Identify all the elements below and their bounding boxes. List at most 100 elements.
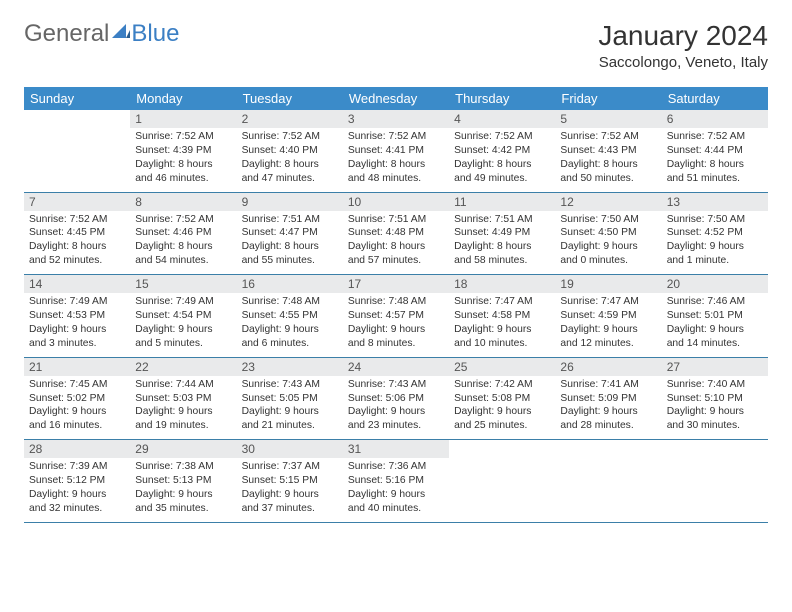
- daylight-line: Daylight: 8 hours and 57 minutes.: [348, 240, 444, 268]
- calendar-day-cell: 4Sunrise: 7:52 AMSunset: 4:42 PMDaylight…: [449, 110, 555, 192]
- calendar-table: SundayMondayTuesdayWednesdayThursdayFrid…: [24, 87, 768, 523]
- day-number: 20: [662, 275, 768, 293]
- calendar-day-cell: 9Sunrise: 7:51 AMSunset: 4:47 PMDaylight…: [237, 192, 343, 275]
- day-number: 22: [130, 358, 236, 376]
- day-body: Sunrise: 7:52 AMSunset: 4:42 PMDaylight:…: [449, 128, 555, 192]
- sunset-line: Sunset: 5:10 PM: [667, 392, 763, 406]
- sunset-line: Sunset: 4:41 PM: [348, 144, 444, 158]
- daylight-line: Daylight: 8 hours and 55 minutes.: [242, 240, 338, 268]
- daylight-line: Daylight: 9 hours and 32 minutes.: [29, 488, 125, 516]
- month-title: January 2024: [598, 20, 768, 52]
- daylight-line: Daylight: 9 hours and 12 minutes.: [560, 323, 656, 351]
- sunrise-line: Sunrise: 7:46 AM: [667, 295, 763, 309]
- calendar-day-cell: 12Sunrise: 7:50 AMSunset: 4:50 PMDayligh…: [555, 192, 661, 275]
- day-body: Sunrise: 7:49 AMSunset: 4:54 PMDaylight:…: [130, 293, 236, 357]
- daylight-line: Daylight: 8 hours and 47 minutes.: [242, 158, 338, 186]
- day-number: 14: [24, 275, 130, 293]
- day-body: Sunrise: 7:47 AMSunset: 4:59 PMDaylight:…: [555, 293, 661, 357]
- calendar-day-cell: 17Sunrise: 7:48 AMSunset: 4:57 PMDayligh…: [343, 275, 449, 358]
- calendar-day-cell: 20Sunrise: 7:46 AMSunset: 5:01 PMDayligh…: [662, 275, 768, 358]
- day-number: 8: [130, 193, 236, 211]
- sunrise-line: Sunrise: 7:49 AM: [29, 295, 125, 309]
- day-body: Sunrise: 7:48 AMSunset: 4:55 PMDaylight:…: [237, 293, 343, 357]
- day-body: Sunrise: 7:52 AMSunset: 4:41 PMDaylight:…: [343, 128, 449, 192]
- sunrise-line: Sunrise: 7:47 AM: [454, 295, 550, 309]
- day-number: 6: [662, 110, 768, 128]
- calendar-body: 1Sunrise: 7:52 AMSunset: 4:39 PMDaylight…: [24, 110, 768, 522]
- day-body: Sunrise: 7:44 AMSunset: 5:03 PMDaylight:…: [130, 376, 236, 440]
- sunrise-line: Sunrise: 7:49 AM: [135, 295, 231, 309]
- calendar-week-row: 21Sunrise: 7:45 AMSunset: 5:02 PMDayligh…: [24, 357, 768, 440]
- sunset-line: Sunset: 5:08 PM: [454, 392, 550, 406]
- calendar-day-cell: 1Sunrise: 7:52 AMSunset: 4:39 PMDaylight…: [130, 110, 236, 192]
- day-number-empty: [555, 440, 661, 458]
- sunrise-line: Sunrise: 7:47 AM: [560, 295, 656, 309]
- calendar-day-cell: 26Sunrise: 7:41 AMSunset: 5:09 PMDayligh…: [555, 357, 661, 440]
- day-number: 12: [555, 193, 661, 211]
- day-body: Sunrise: 7:52 AMSunset: 4:43 PMDaylight:…: [555, 128, 661, 192]
- sunrise-line: Sunrise: 7:51 AM: [242, 213, 338, 227]
- calendar-day-cell: 13Sunrise: 7:50 AMSunset: 4:52 PMDayligh…: [662, 192, 768, 275]
- weekday-header: Saturday: [662, 87, 768, 110]
- calendar-day-cell: 16Sunrise: 7:48 AMSunset: 4:55 PMDayligh…: [237, 275, 343, 358]
- day-body: Sunrise: 7:46 AMSunset: 5:01 PMDaylight:…: [662, 293, 768, 357]
- day-body: Sunrise: 7:50 AMSunset: 4:52 PMDaylight:…: [662, 211, 768, 275]
- weekday-header: Sunday: [24, 87, 130, 110]
- sunrise-line: Sunrise: 7:52 AM: [135, 130, 231, 144]
- calendar-day-cell: 30Sunrise: 7:37 AMSunset: 5:15 PMDayligh…: [237, 440, 343, 523]
- day-number: 1: [130, 110, 236, 128]
- day-body: Sunrise: 7:52 AMSunset: 4:44 PMDaylight:…: [662, 128, 768, 192]
- daylight-line: Daylight: 9 hours and 6 minutes.: [242, 323, 338, 351]
- day-number: 2: [237, 110, 343, 128]
- daylight-line: Daylight: 9 hours and 16 minutes.: [29, 405, 125, 433]
- daylight-line: Daylight: 9 hours and 21 minutes.: [242, 405, 338, 433]
- sunset-line: Sunset: 4:50 PM: [560, 226, 656, 240]
- calendar-day-cell: 14Sunrise: 7:49 AMSunset: 4:53 PMDayligh…: [24, 275, 130, 358]
- day-body: Sunrise: 7:37 AMSunset: 5:15 PMDaylight:…: [237, 458, 343, 522]
- day-number: 21: [24, 358, 130, 376]
- day-body: Sunrise: 7:39 AMSunset: 5:12 PMDaylight:…: [24, 458, 130, 522]
- calendar-week-row: 1Sunrise: 7:52 AMSunset: 4:39 PMDaylight…: [24, 110, 768, 192]
- day-number: 19: [555, 275, 661, 293]
- sunrise-line: Sunrise: 7:52 AM: [242, 130, 338, 144]
- calendar-day-cell: 22Sunrise: 7:44 AMSunset: 5:03 PMDayligh…: [130, 357, 236, 440]
- sunrise-line: Sunrise: 7:38 AM: [135, 460, 231, 474]
- daylight-line: Daylight: 8 hours and 50 minutes.: [560, 158, 656, 186]
- sunrise-line: Sunrise: 7:52 AM: [667, 130, 763, 144]
- day-number-empty: [24, 110, 130, 128]
- sunrise-line: Sunrise: 7:41 AM: [560, 378, 656, 392]
- calendar-day-cell: 31Sunrise: 7:36 AMSunset: 5:16 PMDayligh…: [343, 440, 449, 523]
- sunset-line: Sunset: 4:47 PM: [242, 226, 338, 240]
- calendar-day-cell: 3Sunrise: 7:52 AMSunset: 4:41 PMDaylight…: [343, 110, 449, 192]
- daylight-line: Daylight: 9 hours and 0 minutes.: [560, 240, 656, 268]
- calendar-day-cell: 15Sunrise: 7:49 AMSunset: 4:54 PMDayligh…: [130, 275, 236, 358]
- day-number: 16: [237, 275, 343, 293]
- day-body: Sunrise: 7:45 AMSunset: 5:02 PMDaylight:…: [24, 376, 130, 440]
- day-body-empty: [449, 458, 555, 518]
- sunset-line: Sunset: 4:59 PM: [560, 309, 656, 323]
- sunrise-line: Sunrise: 7:36 AM: [348, 460, 444, 474]
- calendar-day-cell: 21Sunrise: 7:45 AMSunset: 5:02 PMDayligh…: [24, 357, 130, 440]
- day-number: 30: [237, 440, 343, 458]
- day-body: Sunrise: 7:51 AMSunset: 4:48 PMDaylight:…: [343, 211, 449, 275]
- page-header: General Blue January 2024 Saccolongo, Ve…: [0, 0, 792, 81]
- weekday-header: Friday: [555, 87, 661, 110]
- sunset-line: Sunset: 4:44 PM: [667, 144, 763, 158]
- sunset-line: Sunset: 5:15 PM: [242, 474, 338, 488]
- day-body: Sunrise: 7:49 AMSunset: 4:53 PMDaylight:…: [24, 293, 130, 357]
- sunrise-line: Sunrise: 7:51 AM: [454, 213, 550, 227]
- weekday-header: Thursday: [449, 87, 555, 110]
- calendar-week-row: 14Sunrise: 7:49 AMSunset: 4:53 PMDayligh…: [24, 275, 768, 358]
- weekday-header: Wednesday: [343, 87, 449, 110]
- sunset-line: Sunset: 4:42 PM: [454, 144, 550, 158]
- calendar-day-cell: 24Sunrise: 7:43 AMSunset: 5:06 PMDayligh…: [343, 357, 449, 440]
- brand-part1: General: [24, 20, 109, 48]
- daylight-line: Daylight: 9 hours and 30 minutes.: [667, 405, 763, 433]
- daylight-line: Daylight: 9 hours and 35 minutes.: [135, 488, 231, 516]
- sunrise-line: Sunrise: 7:52 AM: [348, 130, 444, 144]
- daylight-line: Daylight: 9 hours and 5 minutes.: [135, 323, 231, 351]
- day-body: Sunrise: 7:43 AMSunset: 5:05 PMDaylight:…: [237, 376, 343, 440]
- calendar-day-cell: 7Sunrise: 7:52 AMSunset: 4:45 PMDaylight…: [24, 192, 130, 275]
- daylight-line: Daylight: 9 hours and 25 minutes.: [454, 405, 550, 433]
- daylight-line: Daylight: 9 hours and 1 minute.: [667, 240, 763, 268]
